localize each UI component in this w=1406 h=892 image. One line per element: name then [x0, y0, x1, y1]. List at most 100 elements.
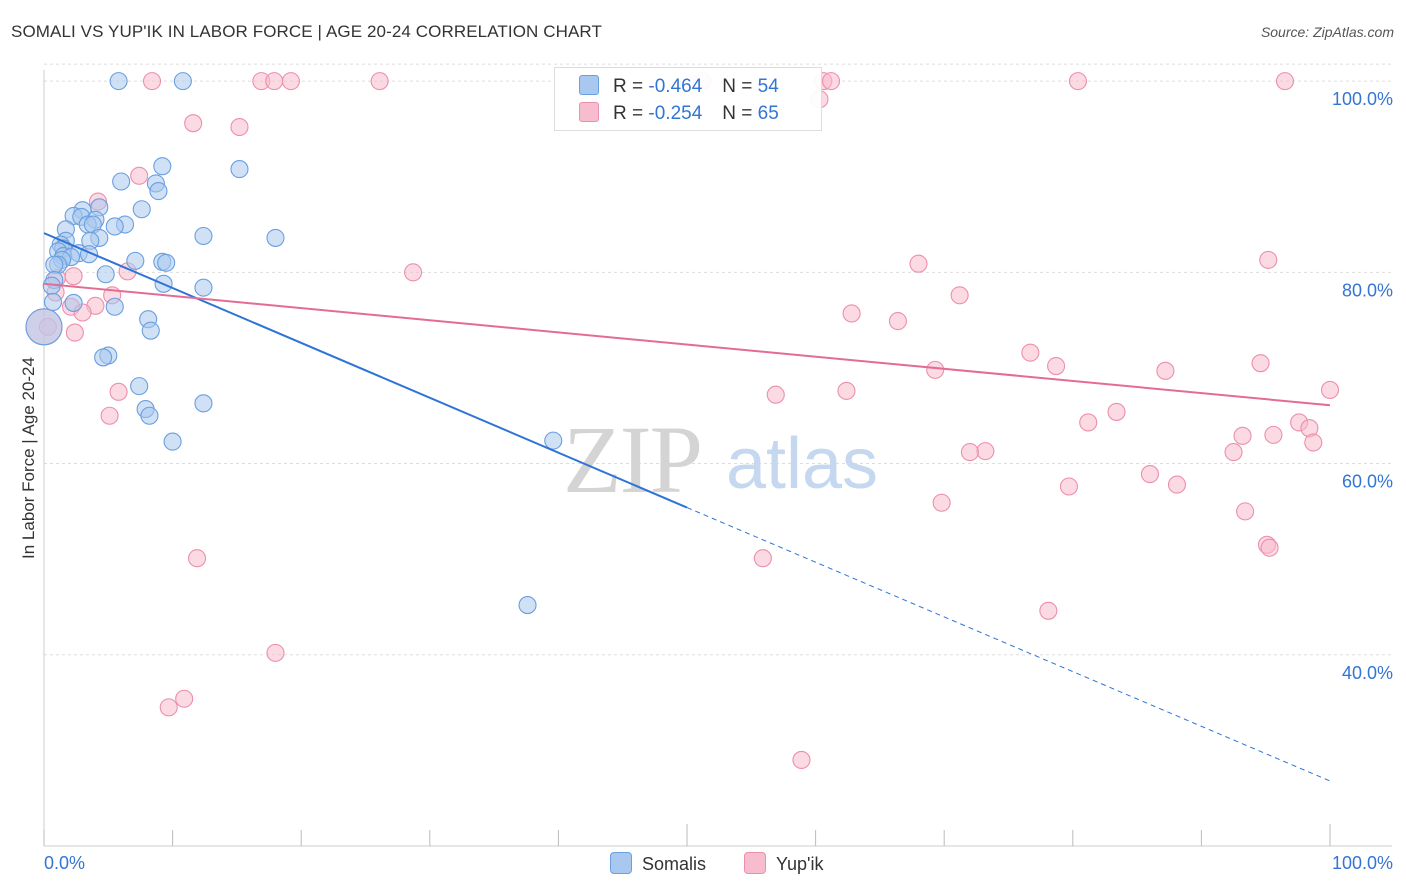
yupik-point-3 [281, 72, 300, 91]
yupik-point-28 [842, 304, 861, 323]
yupik-r-label: R = [613, 103, 644, 124]
somali-point-16 [105, 217, 124, 236]
somali-point-18 [194, 226, 213, 246]
yupik-point-0 [142, 72, 162, 91]
y-tick-label-80: 80.0% [1342, 280, 1393, 300]
stats-legend: R = -0.464 N = 54 R = -0.254 N = 65 [554, 67, 822, 131]
yupik-point-59 [753, 549, 772, 568]
somali-point-2 [153, 157, 172, 176]
y-tick-label-60: 60.0% [1342, 472, 1393, 492]
chart-title: SOMALI VS YUP'IK IN LABOR FORCE | AGE 20… [11, 22, 602, 41]
yupik-point-9 [1275, 72, 1295, 91]
somali-points [25, 72, 563, 615]
yupik-point-38 [837, 381, 856, 400]
somali-point-9 [132, 200, 151, 219]
yupik-n-label: N = [722, 103, 753, 124]
somali-point-31 [126, 251, 145, 270]
yupik-point-35 [1156, 361, 1175, 380]
somali-point-48 [94, 348, 113, 367]
somali-point-43 [105, 297, 124, 316]
yupik-point-32 [1021, 343, 1040, 362]
yupik-point-14 [130, 166, 149, 185]
somali-point-35 [45, 255, 64, 274]
somali-n-value: 54 [757, 76, 779, 97]
somali-point-50 [194, 394, 213, 413]
yupik-point-42 [1079, 413, 1098, 432]
yupik-legend-label: Yup'ik [776, 854, 824, 874]
yupik-point-54 [1167, 475, 1187, 494]
somali-point-19 [266, 228, 285, 247]
yupik-trend-line [43, 282, 1331, 407]
y-tick-label-40: 40.0% [1342, 663, 1393, 683]
yupik-point-20 [64, 267, 83, 286]
yupik-point-49 [976, 442, 995, 461]
yupik-point-58 [1260, 538, 1279, 557]
somali-point-41 [43, 292, 63, 312]
yupik-point-56 [1236, 502, 1255, 521]
watermark-zip: ZIP [563, 406, 701, 513]
legend-item-somalis[interactable]: Somalis [610, 852, 706, 875]
yupik-point-43 [1107, 402, 1126, 421]
yupik-point-62 [266, 643, 285, 662]
somali-point-54 [544, 431, 563, 450]
somali-r-value: -0.464 [648, 76, 703, 97]
yupik-point-7 [821, 72, 841, 91]
y-axis-label: In Labor Force | Age 20-24 [19, 357, 38, 559]
yupik-point-47 [1264, 425, 1283, 444]
yupik-point-65 [792, 750, 811, 770]
somali-point-3 [230, 160, 249, 179]
yupik-point-64 [159, 698, 178, 717]
yupik-point-37 [1320, 380, 1340, 399]
somali-r-label: R = [613, 76, 644, 97]
yupik-point-50 [960, 443, 979, 462]
yupik-point-52 [1140, 465, 1160, 484]
somali-point-0 [109, 72, 128, 91]
yupik-n-value: 65 [757, 103, 779, 124]
yupik-point-46 [1304, 433, 1323, 452]
somali-point-49 [130, 377, 149, 396]
somali-trend-line [43, 232, 688, 509]
somali-point-42 [64, 293, 83, 312]
somali-point-4 [112, 172, 131, 191]
yupik-point-60 [187, 549, 207, 568]
yupik-point-51 [1233, 426, 1252, 445]
somali-point-36 [96, 265, 115, 284]
somalis-legend-swatch [610, 852, 632, 874]
yupik-point-27 [888, 312, 907, 331]
x-tick-label-min: 0.0% [44, 853, 85, 873]
tick-labels: 40.0% 60.0% 80.0% 100.0% 0.0% 100.0% [44, 89, 1393, 873]
yupik-point-11 [184, 114, 203, 133]
yupik-point-55 [932, 493, 951, 512]
somalis-legend-label: Somalis [642, 854, 707, 874]
yupik-point-31 [65, 323, 84, 342]
yupik-point-17 [404, 263, 423, 282]
trend-lines [43, 232, 1331, 782]
yupik-swatch [579, 102, 599, 122]
legend-item-yupik[interactable]: Yup'ik [744, 852, 823, 875]
yupik-legend-swatch [744, 852, 766, 874]
yupik-point-53 [1059, 477, 1078, 496]
x-tick-label-max: 100.0% [1332, 853, 1393, 873]
legend-row-somali: R = -0.464 N = 54 [579, 75, 779, 99]
yupik-point-16 [909, 254, 928, 273]
somali-point-52 [140, 406, 159, 425]
somali-point-6 [149, 182, 168, 201]
source-label: Source: ZipAtlas.com [1260, 24, 1394, 40]
yupik-r-value: -0.254 [648, 103, 703, 124]
yupik-point-61 [1039, 601, 1058, 620]
yupik-point-15 [1259, 250, 1278, 269]
y-tick-label-100: 100.0% [1332, 89, 1393, 109]
somali-swatch [579, 75, 599, 95]
watermark-atlas: atlas [726, 424, 878, 504]
yupik-point-2 [265, 72, 284, 91]
somali-point-45 [141, 321, 160, 340]
somali-point-33 [157, 253, 176, 272]
yupik-point-63 [175, 689, 194, 708]
yupik-point-12 [230, 117, 249, 137]
yupik-point-40 [109, 382, 128, 401]
somali-point-39 [194, 278, 213, 297]
somali-point-46 [25, 308, 63, 346]
yupik-point-34 [1047, 356, 1066, 376]
axes [43, 70, 1392, 847]
